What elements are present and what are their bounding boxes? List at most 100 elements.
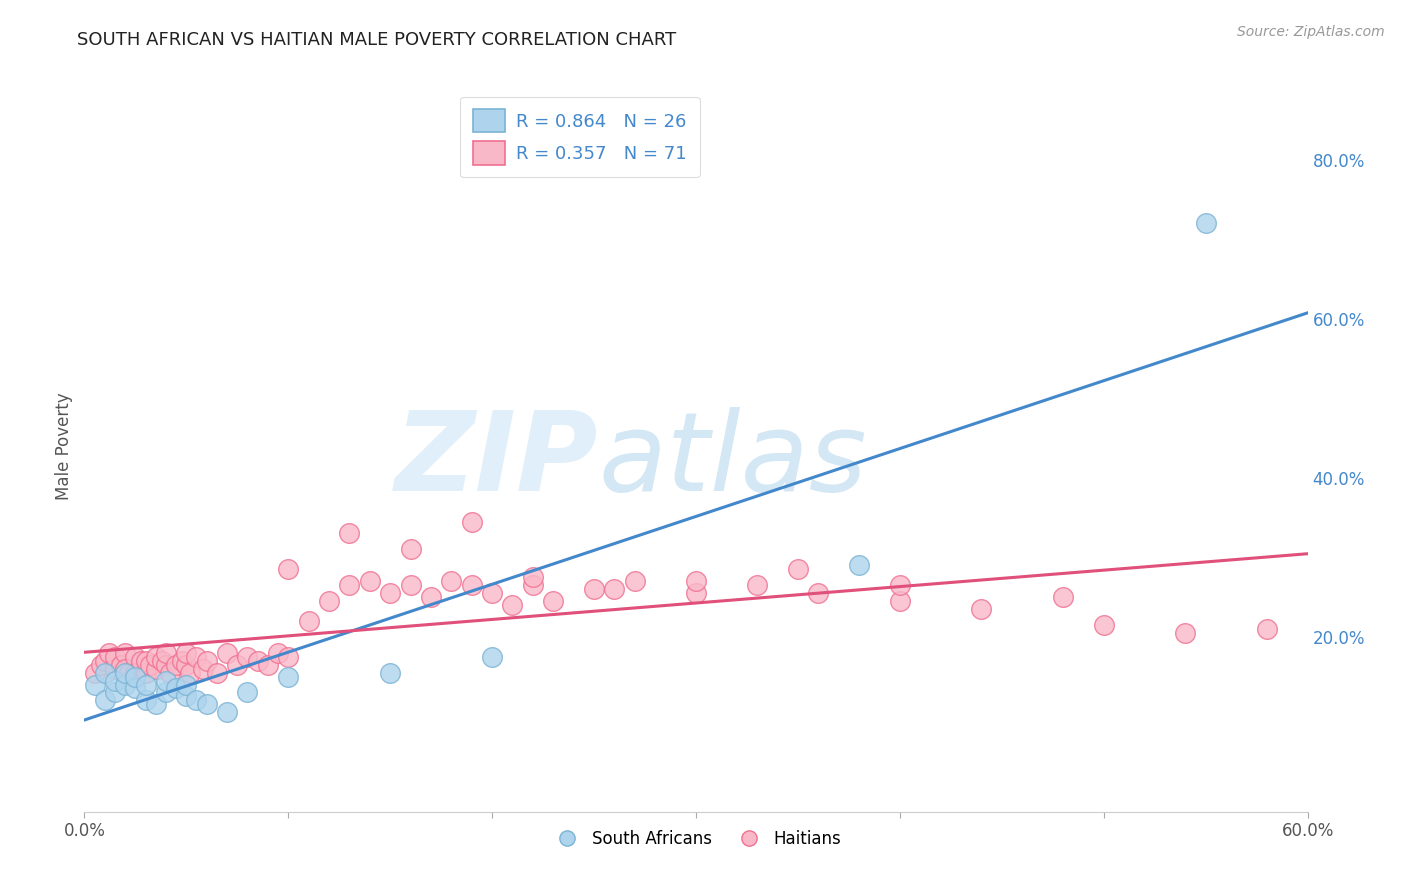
Point [145, 649, 167, 664]
Point [380, 665, 402, 680]
Point [104, 673, 127, 688]
Point [104, 649, 127, 664]
Point [110, 657, 132, 672]
Point [114, 662, 136, 676]
Y-axis label: Male Poverty: Male Poverty [55, 392, 73, 500]
Point [174, 646, 197, 660]
Point [191, 662, 214, 676]
Text: ZIP: ZIP [395, 407, 598, 514]
Point [298, 614, 321, 628]
Point [97, 646, 120, 660]
Point [165, 657, 187, 672]
Point [603, 582, 626, 596]
Point [399, 578, 422, 592]
Point [522, 570, 544, 584]
Point [807, 586, 830, 600]
Point [195, 654, 218, 668]
Point [93, 693, 115, 707]
Point [1052, 590, 1074, 604]
Point [1256, 622, 1278, 636]
Point [124, 665, 146, 680]
Text: SOUTH AFRICAN VS HAITIAN MALE POVERTY CORRELATION CHART: SOUTH AFRICAN VS HAITIAN MALE POVERTY CO… [77, 31, 676, 49]
Point [205, 665, 228, 680]
Point [440, 574, 463, 589]
Point [277, 649, 299, 664]
Point [246, 654, 269, 668]
Point [277, 669, 299, 683]
Point [359, 574, 381, 589]
Point [174, 690, 197, 704]
Point [131, 654, 153, 668]
Point [1092, 618, 1115, 632]
Point [787, 562, 810, 576]
Point [114, 665, 136, 680]
Point [277, 562, 299, 576]
Point [685, 574, 707, 589]
Point [135, 693, 157, 707]
Point [179, 665, 201, 680]
Point [257, 657, 280, 672]
Point [267, 646, 290, 660]
Point [104, 662, 127, 676]
Point [543, 594, 565, 608]
Point [150, 654, 173, 668]
Point [124, 649, 146, 664]
Point [135, 677, 157, 691]
Point [93, 654, 115, 668]
Point [186, 693, 208, 707]
Text: atlas: atlas [598, 407, 866, 514]
Point [172, 654, 194, 668]
Point [1195, 216, 1218, 230]
Point [93, 665, 115, 680]
Point [236, 685, 259, 699]
Point [236, 649, 259, 664]
Point [481, 649, 503, 664]
Text: Source: ZipAtlas.com: Source: ZipAtlas.com [1237, 25, 1385, 39]
Point [583, 582, 606, 596]
Point [135, 654, 157, 668]
Point [217, 646, 239, 660]
Point [685, 586, 707, 600]
Point [848, 558, 870, 573]
Point [624, 574, 647, 589]
Point [318, 594, 340, 608]
Point [83, 665, 105, 680]
Point [155, 646, 177, 660]
Point [155, 673, 177, 688]
Point [90, 657, 112, 672]
Point [889, 578, 911, 592]
Point [135, 665, 157, 680]
Point [138, 657, 160, 672]
Point [747, 578, 769, 592]
Point [83, 677, 105, 691]
Point [155, 685, 177, 699]
Point [118, 665, 141, 680]
Point [145, 698, 167, 712]
Point [165, 681, 187, 696]
Point [522, 578, 544, 592]
Point [145, 662, 167, 676]
Point [461, 578, 484, 592]
Point [339, 526, 361, 541]
Point [155, 657, 177, 672]
Point [174, 657, 197, 672]
Point [1174, 625, 1197, 640]
Point [186, 649, 208, 664]
Point [339, 578, 361, 592]
Point [174, 677, 197, 691]
Point [217, 706, 239, 720]
Point [195, 698, 218, 712]
Point [114, 646, 136, 660]
Point [481, 586, 503, 600]
Point [399, 542, 422, 557]
Point [889, 594, 911, 608]
Point [226, 657, 249, 672]
Point [114, 677, 136, 691]
Point [159, 665, 181, 680]
Legend: South Africans, Haitians: South Africans, Haitians [544, 823, 848, 855]
Point [970, 602, 993, 616]
Point [124, 669, 146, 683]
Point [380, 586, 402, 600]
Point [420, 590, 443, 604]
Point [502, 598, 524, 612]
